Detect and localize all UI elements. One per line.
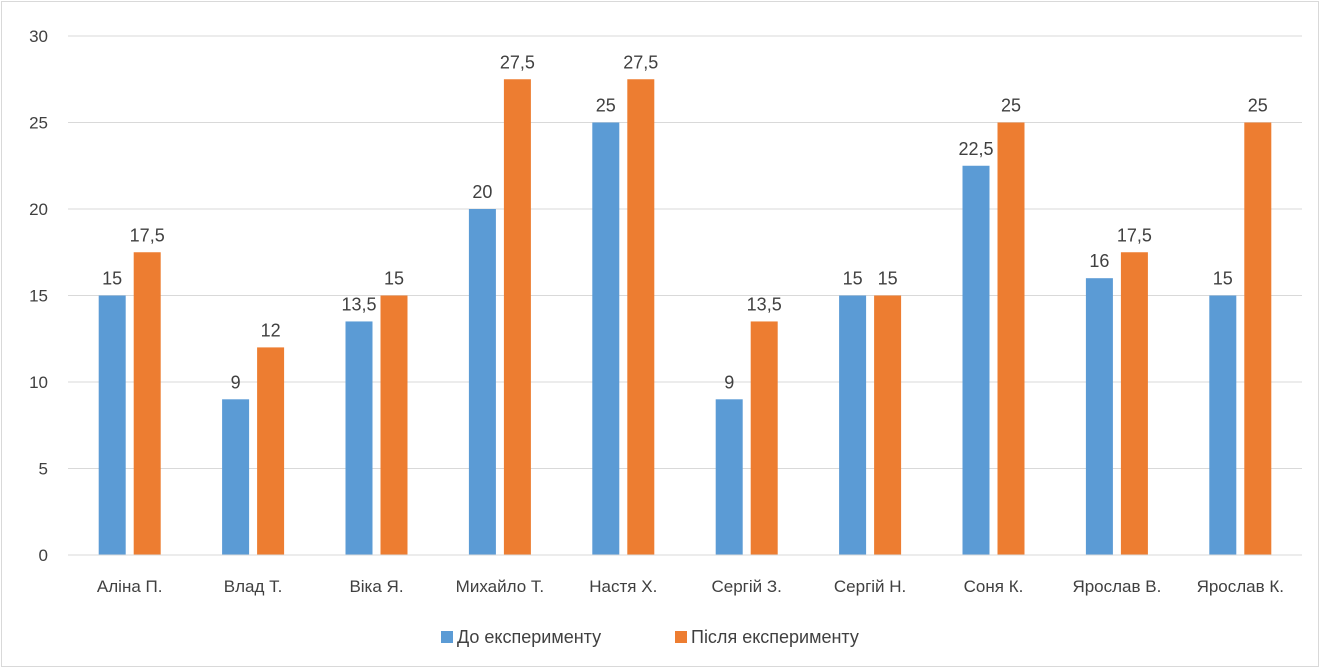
data-label: 25 [1248, 96, 1268, 116]
bar-before [98, 295, 126, 555]
x-tick-label: Ярослав В. [1072, 577, 1161, 596]
bar-before [468, 209, 496, 555]
x-tick-label: Сергій З. [712, 577, 782, 596]
bar-before [1209, 295, 1237, 555]
legend-label: До експерименту [457, 627, 601, 647]
bar-after [133, 252, 161, 555]
y-axis: 0 5 10 15 20 25 30 [29, 27, 48, 565]
data-label: 9 [231, 372, 241, 392]
data-label: 15 [102, 269, 122, 289]
gridlines [68, 35, 1302, 556]
bar-before [222, 399, 250, 555]
legend-swatch [675, 631, 687, 643]
y-tick-label: 0 [39, 546, 48, 565]
y-tick-label: 10 [29, 373, 48, 392]
bar-after [503, 79, 531, 555]
data-label: 16 [1089, 251, 1109, 271]
data-labels: 15 17,5 9 12 13,5 15 20 27,5 25 27,5 9 13,5 15 15 22,5… [102, 52, 1268, 392]
data-label: 25 [1001, 96, 1021, 116]
y-tick-label: 15 [29, 287, 48, 306]
data-label: 15 [1213, 269, 1233, 289]
bar-before [1085, 278, 1113, 555]
data-label: 17,5 [1117, 225, 1152, 245]
bars [98, 79, 1272, 555]
data-label: 12 [261, 320, 281, 340]
x-tick-label: Ярослав К. [1197, 577, 1284, 596]
bar-after [1120, 252, 1148, 555]
x-tick-label: Михайло Т. [456, 577, 544, 596]
y-tick-label: 25 [29, 114, 48, 133]
data-label: 22,5 [958, 139, 993, 159]
data-label: 15 [384, 269, 404, 289]
bar-before [715, 399, 743, 555]
data-label: 13,5 [341, 294, 376, 314]
data-label: 15 [878, 269, 898, 289]
legend-label: Після експерименту [691, 627, 859, 647]
x-tick-label: Сергій Н. [834, 577, 906, 596]
data-label: 15 [843, 269, 863, 289]
y-tick-label: 30 [29, 27, 48, 46]
data-label: 9 [724, 372, 734, 392]
x-tick-label: Влад Т. [224, 577, 283, 596]
bar-before [962, 165, 990, 555]
bar-after [750, 321, 778, 555]
bar-before [345, 321, 373, 555]
data-label: 20 [472, 182, 492, 202]
data-label: 25 [596, 96, 616, 116]
data-label: 27,5 [623, 52, 658, 72]
bar-after [380, 295, 408, 555]
y-tick-label: 20 [29, 200, 48, 219]
x-tick-label: Аліна П. [97, 577, 163, 596]
bar-before [592, 122, 620, 555]
x-axis: Аліна П. Влад Т. Віка Я. Михайло Т. Настя Х.… [68, 554, 1302, 596]
bar-before [839, 295, 867, 555]
bar-after [997, 122, 1025, 555]
x-tick-label: Настя Х. [589, 577, 657, 596]
data-label: 13,5 [747, 294, 782, 314]
data-label: 17,5 [130, 225, 165, 245]
legend: До експерименту Після експерименту [441, 627, 859, 647]
bar-after [257, 347, 285, 555]
bar-after [627, 79, 655, 555]
bar-after [1244, 122, 1272, 555]
y-tick-label: 5 [39, 460, 48, 479]
data-label: 27,5 [500, 52, 535, 72]
x-tick-label: Віка Я. [349, 577, 403, 596]
x-tick-label: Соня К. [964, 577, 1024, 596]
legend-swatch [441, 631, 453, 643]
bar-after [874, 295, 902, 555]
